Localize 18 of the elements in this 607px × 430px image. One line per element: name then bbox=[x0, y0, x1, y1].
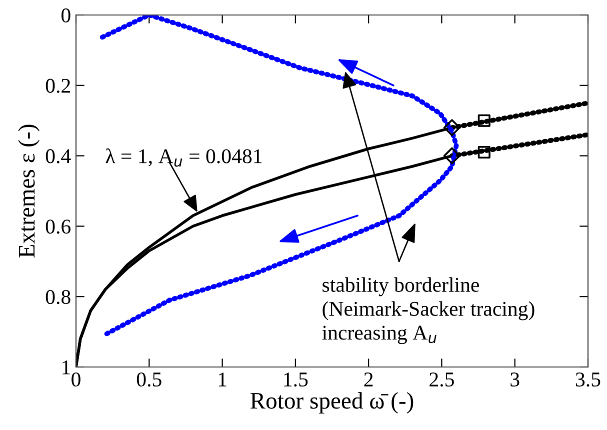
x-tick-label: 0 bbox=[72, 372, 80, 387]
y-tick-label: 0.6 bbox=[46, 220, 71, 234]
x-axis-title: Rotor speed ω̄ (-) bbox=[250, 392, 414, 414]
y-tick-label: 1 bbox=[62, 360, 70, 374]
x-tick-label: 3.5 bbox=[576, 372, 600, 387]
x-tick-label: 2 bbox=[364, 372, 373, 386]
annotation: λ = 1, A$_{u}$ = 0.0481 bbox=[106, 148, 262, 167]
x-tick-label: 1.5 bbox=[284, 372, 308, 387]
y-tick-label: 0.8 bbox=[46, 290, 70, 304]
x-tick-label: 3 bbox=[510, 372, 520, 387]
x-tick-label: 2.5 bbox=[430, 372, 454, 387]
y-axis-title: Extremes ε (-) bbox=[18, 124, 40, 258]
x-tick-label: 1 bbox=[218, 372, 226, 386]
y-tick-label: 0 bbox=[62, 8, 70, 22]
annotation: stability borderline (Neimark-Sacker tracing) increasing A$_{u}$ bbox=[322, 277, 534, 344]
y-tick-label: 0.2 bbox=[46, 78, 70, 93]
y-tick-label: 0.4 bbox=[46, 149, 71, 164]
x-tick-label: 0.5 bbox=[136, 372, 162, 387]
